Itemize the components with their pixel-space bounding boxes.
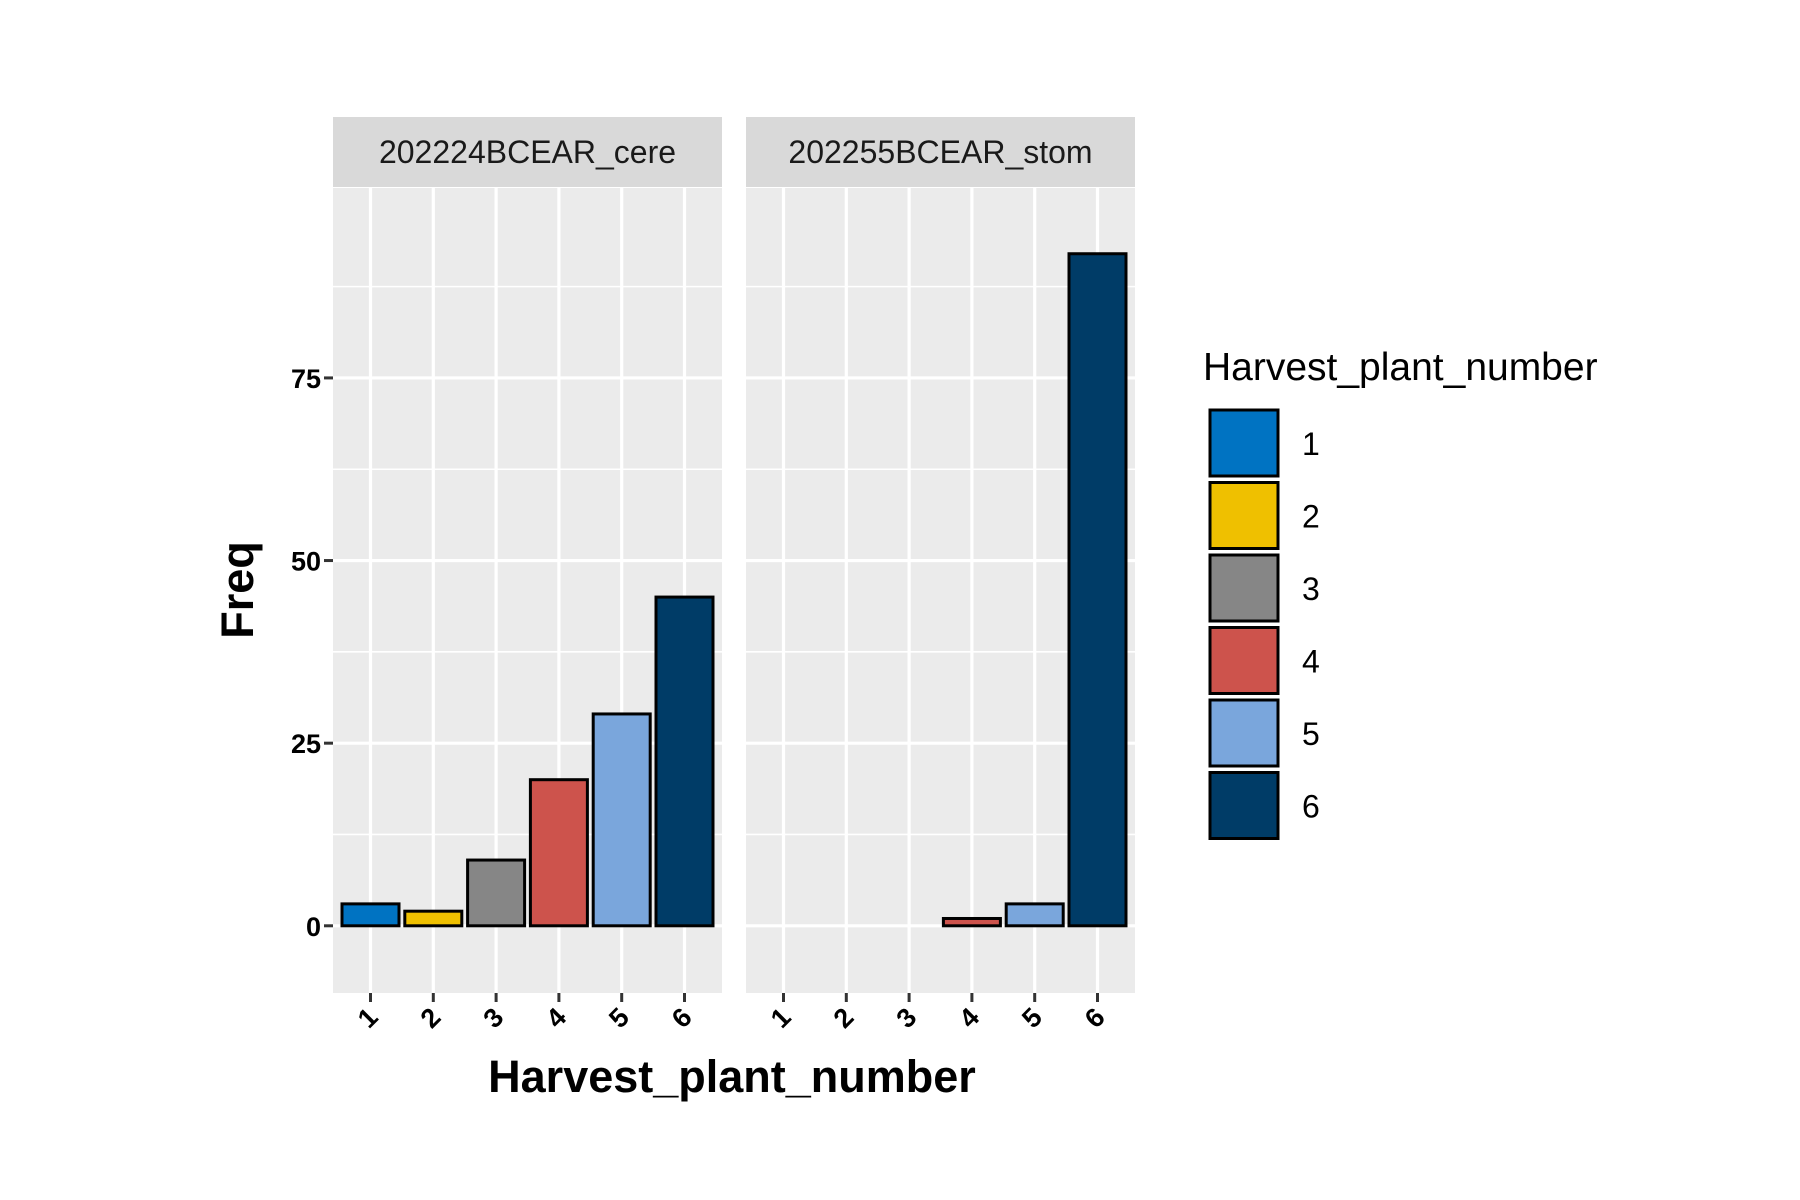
- legend-key-4: [1208, 626, 1280, 695]
- legend-label-5: 5: [1302, 716, 1320, 752]
- facet-panel-2: 202255BCEAR_stom 1 2 3 4 5 6: [746, 117, 1135, 1034]
- x-tick-label: 3: [478, 1002, 510, 1034]
- x-tick-label: 5: [1016, 1002, 1048, 1034]
- facet-strip: [746, 117, 1135, 187]
- legend-label-4: 4: [1302, 644, 1320, 680]
- bar: [340, 902, 401, 928]
- legend-key-1: [1208, 408, 1280, 478]
- facet-strip-label: 202224BCEAR_cere: [379, 134, 676, 170]
- bar: [466, 858, 527, 928]
- x-tick-label: 5: [603, 1002, 635, 1034]
- legend-label-6: 6: [1302, 789, 1320, 825]
- x-axis-title: Harvest_plant_number: [488, 1051, 976, 1102]
- y-tick-label: 50: [291, 547, 321, 577]
- legend: Harvest_plant_number 1 2 3 4 5 6: [1203, 346, 1598, 840]
- legend-key-5: [1208, 698, 1280, 768]
- x-tick-label: 1: [352, 1002, 384, 1034]
- x-tick-label: 6: [1079, 1002, 1111, 1034]
- bar: [591, 712, 652, 928]
- x-tick-label: 2: [828, 1002, 860, 1034]
- x-tick-label: 4: [953, 1002, 985, 1034]
- legend-key-2: [1208, 481, 1280, 550]
- legend-label-3: 3: [1302, 571, 1320, 607]
- legend-label-2: 2: [1302, 499, 1320, 535]
- legend-label-1: 1: [1302, 426, 1320, 462]
- y-axis: 0 25 50 75: [291, 364, 333, 942]
- x-tick-label: 6: [666, 1002, 698, 1034]
- bar: [1067, 252, 1128, 928]
- y-tick-label: 75: [291, 364, 321, 394]
- facet-strip: [333, 117, 722, 187]
- bar: [654, 595, 715, 928]
- x-tick-label: 4: [540, 1002, 572, 1034]
- bar: [528, 778, 589, 928]
- facet-strip-label: 202255BCEAR_stom: [788, 134, 1092, 170]
- legend-key-3: [1208, 553, 1280, 623]
- legend-title: Harvest_plant_number: [1203, 346, 1598, 389]
- facet-panel-1: 202224BCEAR_cere 1 2 3 4 5 6: [333, 117, 722, 1034]
- y-tick-label: 0: [306, 912, 321, 942]
- y-tick-label: 25: [291, 729, 321, 759]
- x-tick-label: 2: [415, 1002, 447, 1034]
- bar: [403, 909, 464, 928]
- bar: [1004, 902, 1065, 928]
- bar: [941, 916, 1002, 928]
- legend-key-6: [1208, 771, 1280, 840]
- x-tick-label: 1: [765, 1002, 797, 1034]
- y-axis-title: Freq: [212, 541, 263, 639]
- x-tick-label: 3: [891, 1002, 923, 1034]
